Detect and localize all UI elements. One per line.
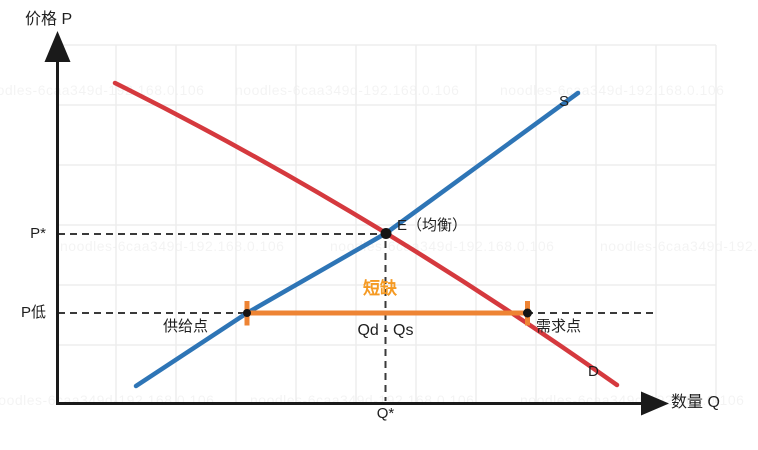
price-star-tick-label: P* (30, 225, 46, 242)
shortage-label: 短缺 (363, 279, 397, 298)
price-low-tick-label: P低 (20, 304, 46, 321)
grid-vertical-lines (115, 45, 717, 403)
x-axis-label: 数量 Q (671, 394, 720, 411)
supply-curve (133, 90, 581, 389)
equilibrium-label: E（均衡） (397, 217, 468, 234)
watermark-text: noodles-6caa349d-192.168.0.106 (600, 238, 758, 254)
quantity-gap-label: Qd - Qs (357, 322, 414, 339)
demand-point-dot (523, 308, 532, 318)
watermark-text: noodles-6caa349d-192.168.0.106 (0, 82, 204, 98)
reference-lines (58, 233, 655, 401)
y-axis-arrowhead-icon (44, 31, 71, 62)
quantity-star-tick-label: Q* (376, 405, 395, 422)
axes (44, 31, 669, 416)
y-axis-label: 价格 P (25, 11, 73, 28)
gridlines (57, 44, 717, 403)
x-axis-arrowhead-icon (641, 391, 669, 416)
demand-curve-label: D (588, 363, 599, 380)
supply-point-label: 供给点 (163, 318, 209, 335)
supply-point-dot (243, 309, 251, 317)
equilibrium-dot (380, 228, 392, 239)
demand-point-label: 需求点 (536, 318, 582, 335)
supply-curve-label: S (559, 93, 570, 110)
grid-horizontal-lines (57, 44, 716, 346)
watermark-text: noodles-6caa349d-192.168.0.106 (235, 82, 459, 98)
watermark-text: noodles-6caa349d-192.168.0.106 (500, 82, 724, 98)
marker-dots (243, 228, 532, 318)
demand-curve (112, 80, 620, 388)
